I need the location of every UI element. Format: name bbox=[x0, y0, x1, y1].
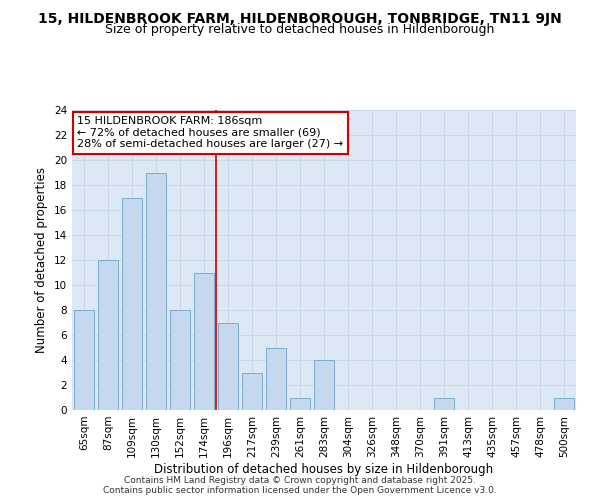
Bar bbox=[314, 360, 334, 410]
Bar bbox=[434, 398, 454, 410]
Bar bbox=[242, 372, 262, 410]
Bar bbox=[554, 398, 574, 410]
Bar bbox=[290, 398, 310, 410]
Bar bbox=[170, 310, 190, 410]
X-axis label: Distribution of detached houses by size in Hildenborough: Distribution of detached houses by size … bbox=[154, 462, 494, 475]
Text: Size of property relative to detached houses in Hildenborough: Size of property relative to detached ho… bbox=[106, 22, 494, 36]
Y-axis label: Number of detached properties: Number of detached properties bbox=[35, 167, 49, 353]
Bar bbox=[146, 172, 166, 410]
Bar bbox=[98, 260, 118, 410]
Bar bbox=[194, 272, 214, 410]
Text: 15 HILDENBROOK FARM: 186sqm
← 72% of detached houses are smaller (69)
28% of sem: 15 HILDENBROOK FARM: 186sqm ← 72% of det… bbox=[77, 116, 343, 149]
Bar bbox=[218, 322, 238, 410]
Text: Contains HM Land Registry data © Crown copyright and database right 2025.
Contai: Contains HM Land Registry data © Crown c… bbox=[103, 476, 497, 495]
Bar bbox=[122, 198, 142, 410]
Bar bbox=[74, 310, 94, 410]
Text: 15, HILDENBROOK FARM, HILDENBOROUGH, TONBRIDGE, TN11 9JN: 15, HILDENBROOK FARM, HILDENBOROUGH, TON… bbox=[38, 12, 562, 26]
Bar bbox=[266, 348, 286, 410]
